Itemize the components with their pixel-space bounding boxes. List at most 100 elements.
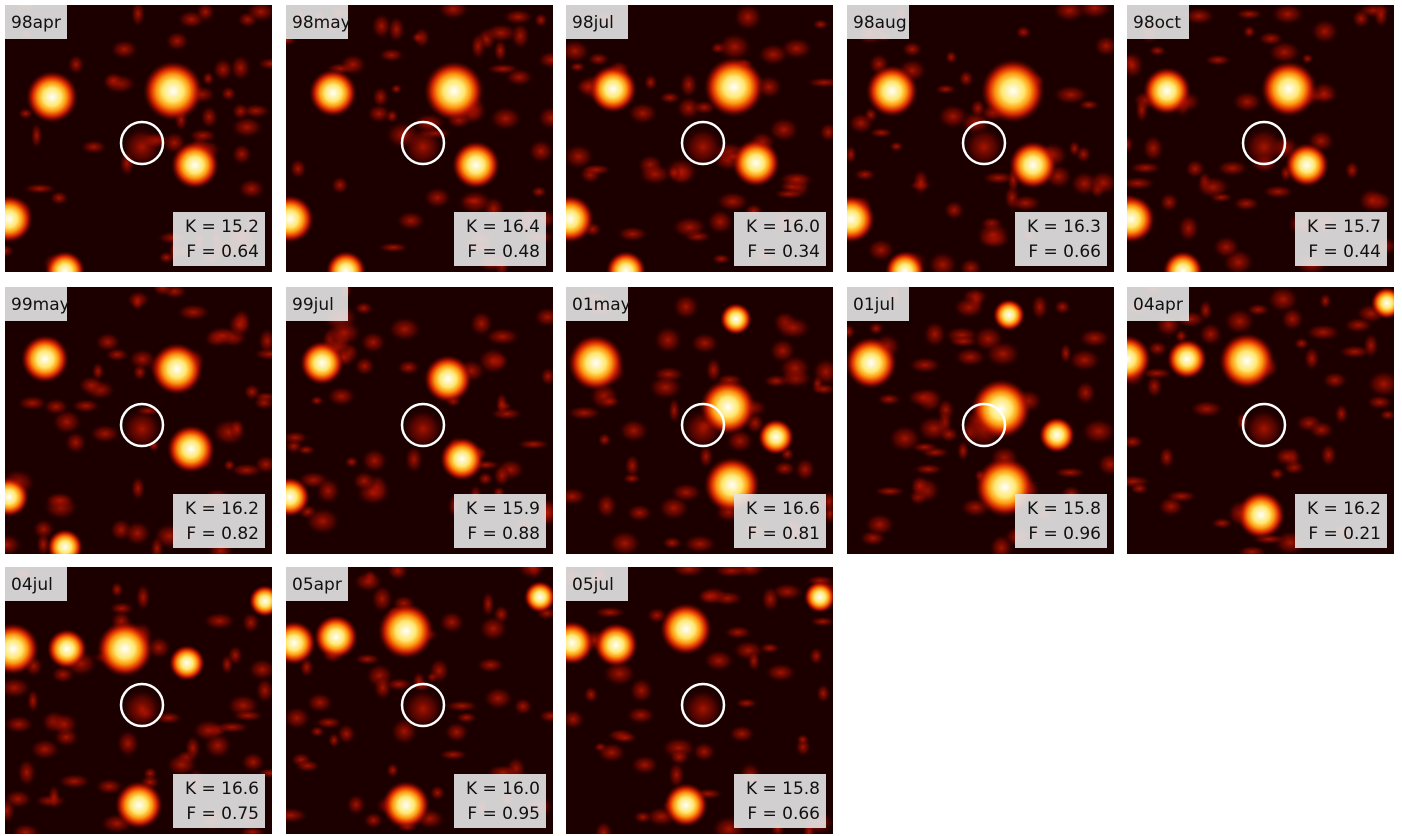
- noise: [764, 663, 797, 682]
- noise: [200, 105, 219, 129]
- star: [566, 621, 594, 665]
- noise: [123, 520, 152, 546]
- noise: [618, 418, 649, 443]
- noise: [489, 106, 523, 131]
- noise: [569, 61, 586, 73]
- noise: [95, 778, 124, 795]
- noise: [192, 719, 225, 742]
- noise: [1357, 187, 1386, 213]
- noise: [314, 716, 343, 729]
- noise: [1293, 337, 1310, 350]
- noise: [438, 611, 465, 634]
- noise: [360, 331, 387, 354]
- value-box: [454, 212, 546, 266]
- noise: [478, 615, 508, 642]
- noise: [239, 826, 266, 834]
- noise: [627, 102, 659, 125]
- star: [424, 355, 472, 403]
- noise: [667, 165, 681, 181]
- noise: [1077, 5, 1113, 20]
- noise: [679, 71, 698, 98]
- noise: [17, 395, 48, 411]
- noise: [231, 102, 250, 120]
- f-value: F = 0.82: [186, 524, 259, 544]
- epoch-label: 99may: [11, 295, 70, 315]
- noise: [658, 495, 690, 521]
- star: [286, 195, 314, 243]
- noise: [697, 588, 723, 605]
- star: [566, 195, 594, 243]
- noise: [901, 41, 923, 58]
- epoch-label: 01may: [572, 295, 631, 315]
- image-panel: 98jul K = 16.0 F = 0.34: [566, 5, 833, 272]
- noise: [583, 686, 599, 704]
- noise: [109, 601, 135, 616]
- noise: [683, 534, 717, 554]
- k-magnitude: K = 15.8: [746, 779, 820, 799]
- star: [981, 59, 1045, 123]
- noise: [624, 454, 641, 478]
- noise: [64, 431, 87, 454]
- noise: [309, 725, 325, 738]
- noise: [116, 729, 140, 758]
- noise: [1366, 370, 1394, 398]
- noise: [195, 5, 216, 22]
- star: [1127, 335, 1151, 383]
- star: [300, 341, 344, 385]
- noise: [1379, 409, 1394, 421]
- label-box: [847, 5, 909, 39]
- noise: [626, 706, 656, 725]
- target-glow: [1244, 409, 1284, 449]
- epoch-label: 01jul: [853, 295, 895, 315]
- noise: [17, 758, 37, 787]
- noise: [1127, 176, 1156, 191]
- noise: [481, 591, 495, 618]
- noise: [337, 723, 356, 745]
- noise: [94, 332, 121, 352]
- noise: [1363, 332, 1379, 359]
- noise: [728, 725, 756, 743]
- noise: [912, 168, 930, 197]
- noise: [89, 424, 121, 444]
- noise: [596, 742, 627, 763]
- star: [1039, 417, 1075, 453]
- noise: [1198, 322, 1223, 347]
- noise: [49, 190, 69, 206]
- noise: [661, 536, 683, 550]
- f-value: F = 0.75: [186, 804, 259, 824]
- epoch-label: 98apr: [11, 13, 61, 33]
- noise: [566, 709, 585, 730]
- noise: [203, 612, 236, 630]
- noise: [773, 460, 796, 477]
- image-panel: 98aug K = 16.3 F = 0.66: [847, 5, 1114, 272]
- star: [732, 139, 780, 187]
- noise: [237, 178, 266, 200]
- noise: [868, 321, 884, 336]
- noise: [1308, 420, 1335, 439]
- star: [847, 195, 875, 243]
- noise: [869, 127, 894, 138]
- noise: [616, 226, 649, 242]
- k-magnitude: K = 16.0: [746, 217, 820, 237]
- noise: [566, 487, 588, 506]
- noise: [387, 567, 409, 581]
- k-magnitude: K = 15.9: [466, 499, 540, 519]
- noise: [1075, 380, 1097, 405]
- noise: [672, 293, 700, 320]
- noise: [1128, 161, 1162, 175]
- noise: [690, 332, 720, 354]
- noise: [258, 328, 272, 354]
- noise: [1204, 54, 1232, 66]
- star: [524, 581, 553, 613]
- target-circle: [680, 682, 726, 728]
- f-value: F = 0.88: [467, 524, 540, 544]
- noise: [36, 532, 51, 554]
- noise: [692, 741, 716, 762]
- noise: [51, 409, 82, 435]
- noise: [315, 477, 341, 505]
- star: [314, 615, 358, 659]
- noise: [165, 31, 190, 52]
- noise: [1216, 160, 1249, 177]
- noise: [735, 698, 758, 709]
